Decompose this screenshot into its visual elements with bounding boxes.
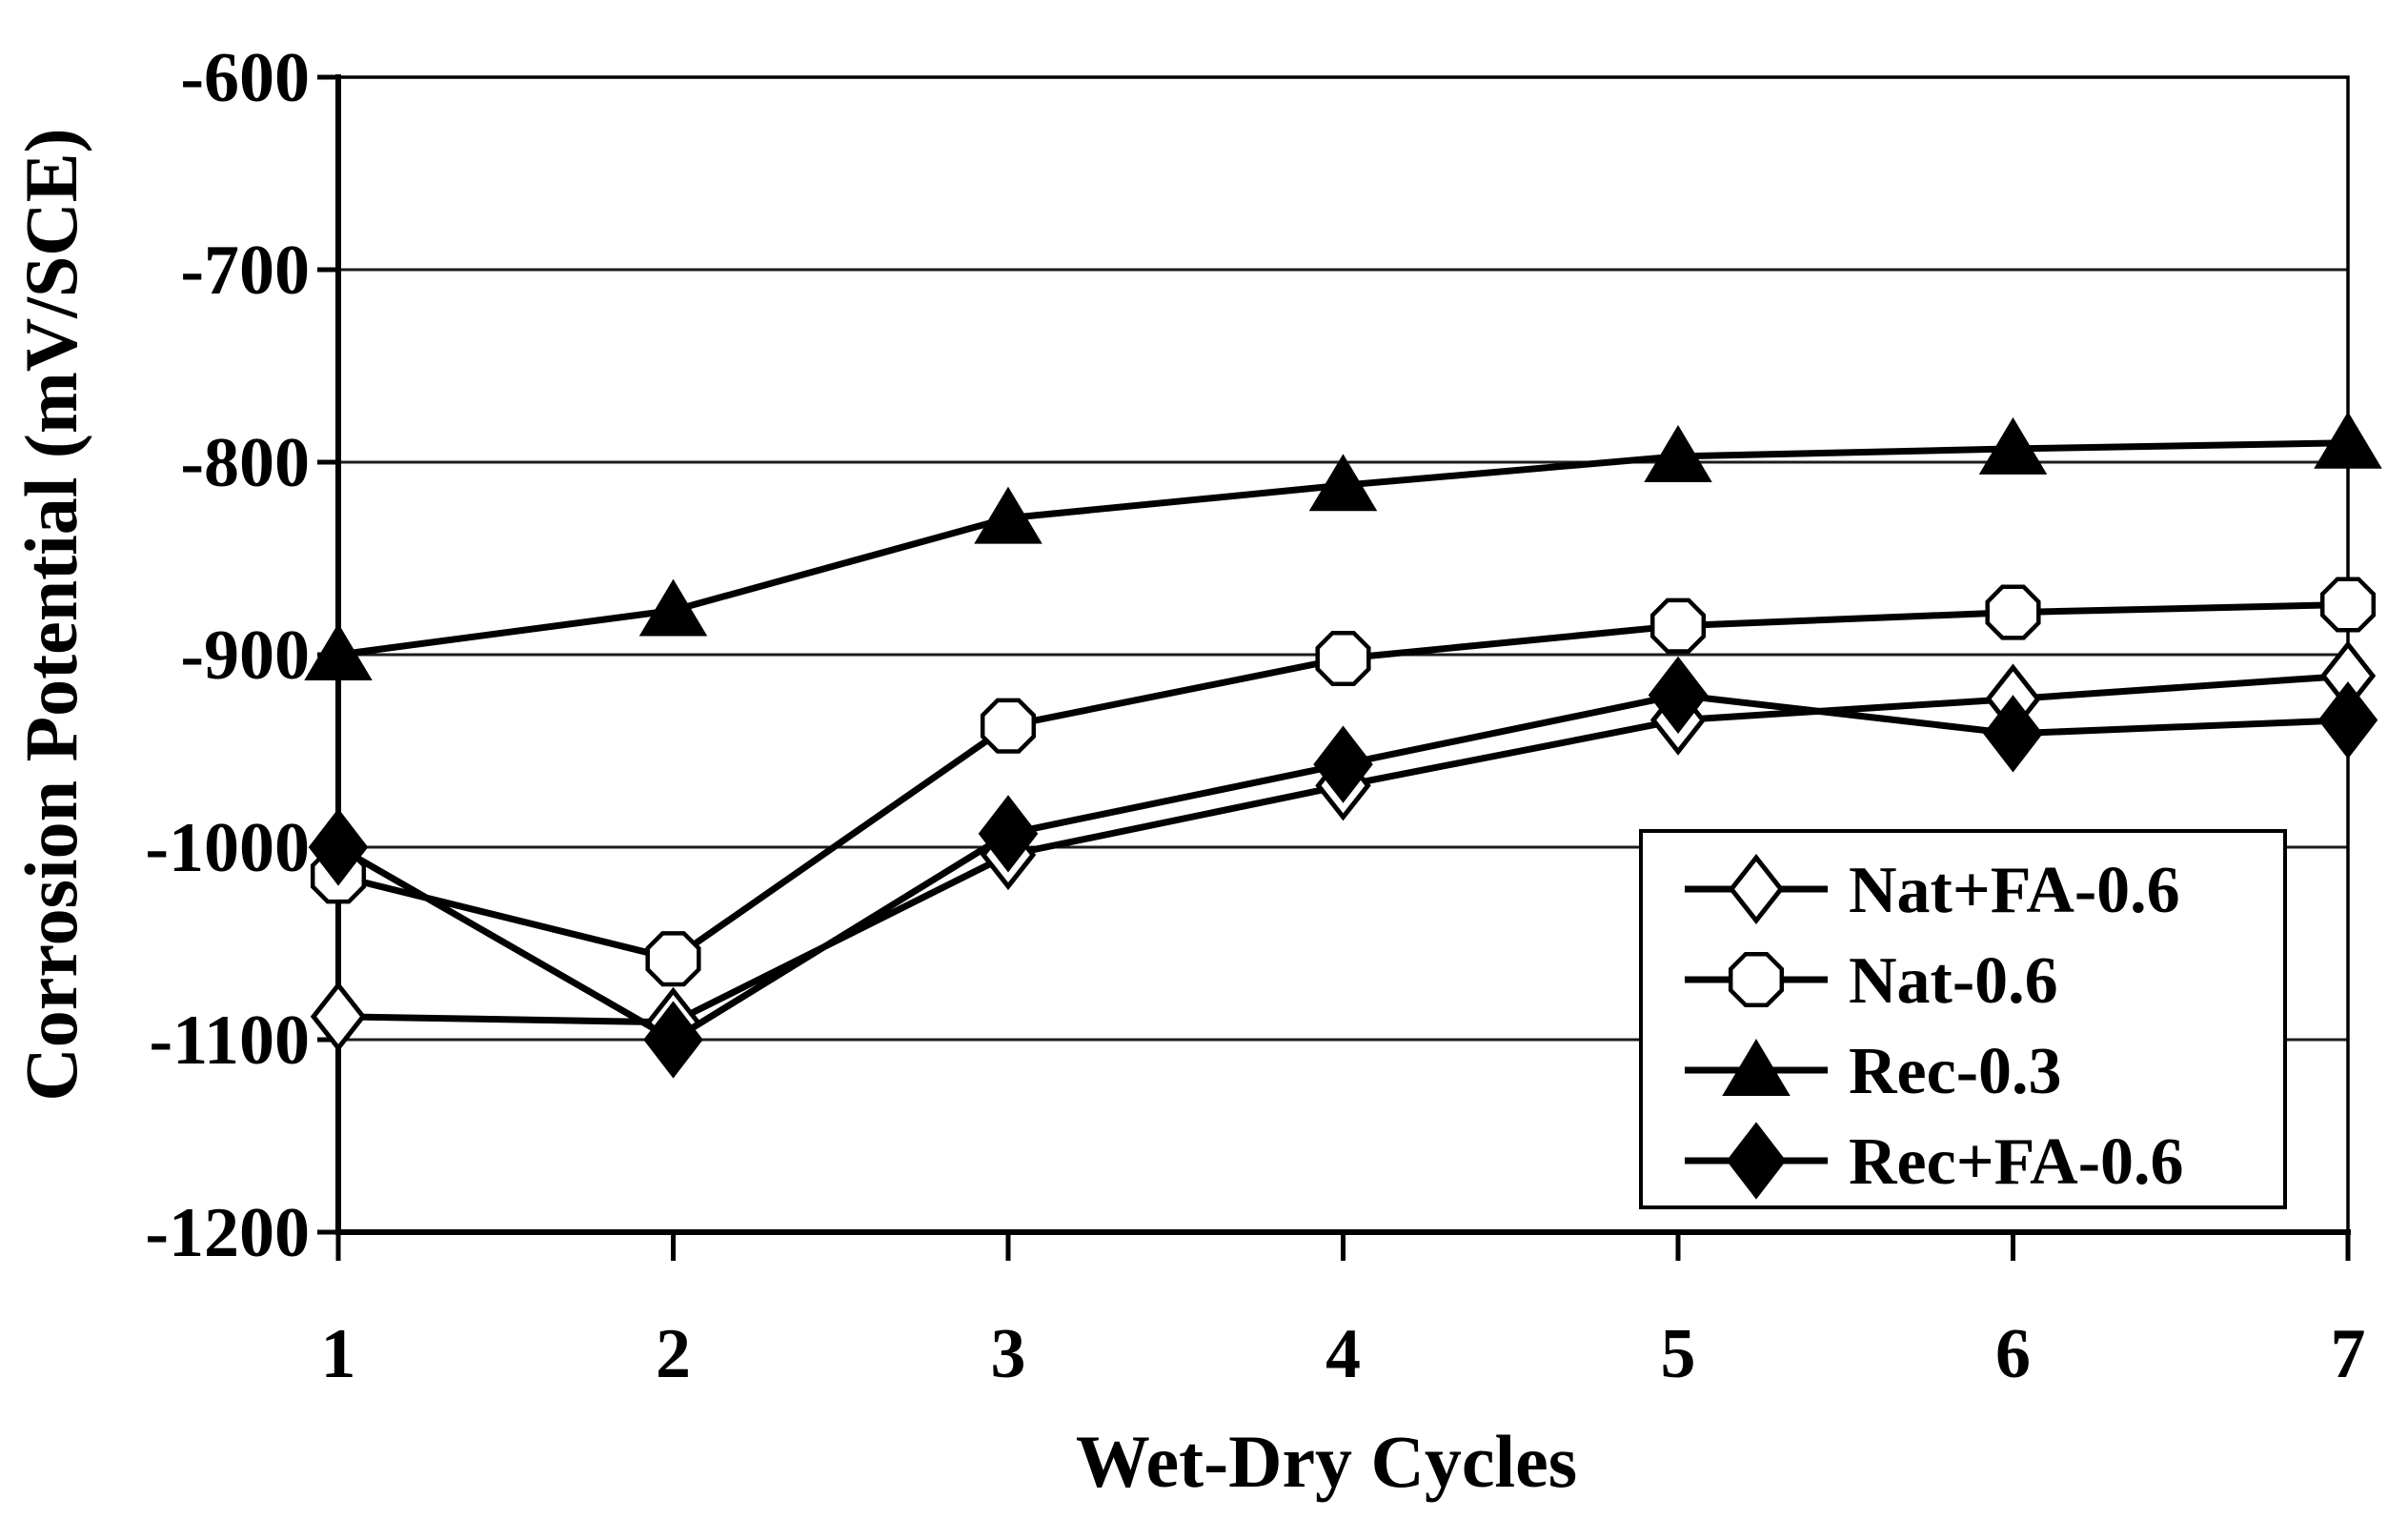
legend-item: Nat+FA-0.6 [1685,853,2180,927]
data-point-marker [1313,725,1373,803]
y-axis-title: Corrosion Potential (mV/SCE) [10,128,92,1101]
data-point-marker [1648,656,1709,735]
data-point-marker [2317,681,2378,760]
series-rec-0-3 [304,411,2382,680]
data-point-marker [1726,1122,1787,1200]
x-axis-ticks: 1 2 3 4 5 6 7 [321,1232,2366,1393]
data-point-marker [974,486,1042,544]
y-tick-label: -700 [180,232,310,310]
x-tick-label: 1 [321,1315,356,1393]
series-rec-fa-0-6 [308,656,2378,1079]
x-tick-label: 2 [656,1315,691,1393]
x-tick-label: 7 [2331,1315,2366,1393]
y-tick-label: -1000 [145,809,310,887]
data-point-marker [643,1001,703,1079]
data-point-marker [1644,424,1712,482]
y-tick-label: -600 [180,39,310,117]
data-point-marker [645,931,701,987]
data-point-marker [2319,577,2377,633]
y-tick-label: -1100 [149,1002,310,1080]
y-axis-ticks: -600 -700 -800 -900 -1000 -1100 -1200 [145,39,338,1272]
data-point-marker [1985,584,2041,640]
x-tick-label: 5 [1661,1315,1696,1393]
x-tick-label: 6 [1995,1315,2031,1393]
legend-item-label: Nat-0.6 [1849,944,2058,1018]
y-tick-label: -800 [180,424,310,502]
data-point-marker [1722,1039,1791,1096]
legend-item-label: Rec-0.3 [1849,1035,2062,1108]
series-lines [304,411,2382,1079]
legend-item-label: Nat+FA-0.6 [1849,854,2180,927]
y-tick-label: -900 [180,617,310,695]
x-axis-title: Wet-Dry Cycles [1076,1420,1577,1503]
legend-item: Nat-0.6 [1685,944,2058,1018]
legend-item: Rec+FA-0.6 [1685,1122,2184,1200]
data-point-marker [1978,416,2048,475]
data-point-marker [638,578,708,637]
x-tick-label: 3 [991,1315,1026,1393]
data-point-marker [1308,454,1378,512]
legend-item-label: Rec+FA-0.6 [1849,1125,2184,1199]
data-point-marker [1649,597,1707,654]
data-point-marker [310,981,367,1052]
data-point-marker [978,795,1039,873]
data-point-marker [980,698,1037,754]
data-point-marker [2314,411,2382,469]
y-tick-label: -1200 [145,1194,310,1272]
data-point-marker [1728,951,1785,1008]
series-nat-0-6 [310,577,2377,987]
chart-legend: Nat+FA-0.6 Nat-0.6 Rec-0.3 Rec+FA-0.6 [1639,829,2287,1209]
data-point-marker [308,808,369,886]
data-point-marker [1315,630,1371,687]
data-point-marker [1728,853,1785,925]
data-point-marker [304,623,373,680]
legend-item: Rec-0.3 [1685,1035,2062,1108]
x-tick-label: 4 [1325,1315,1361,1393]
data-point-marker [1983,695,2043,773]
